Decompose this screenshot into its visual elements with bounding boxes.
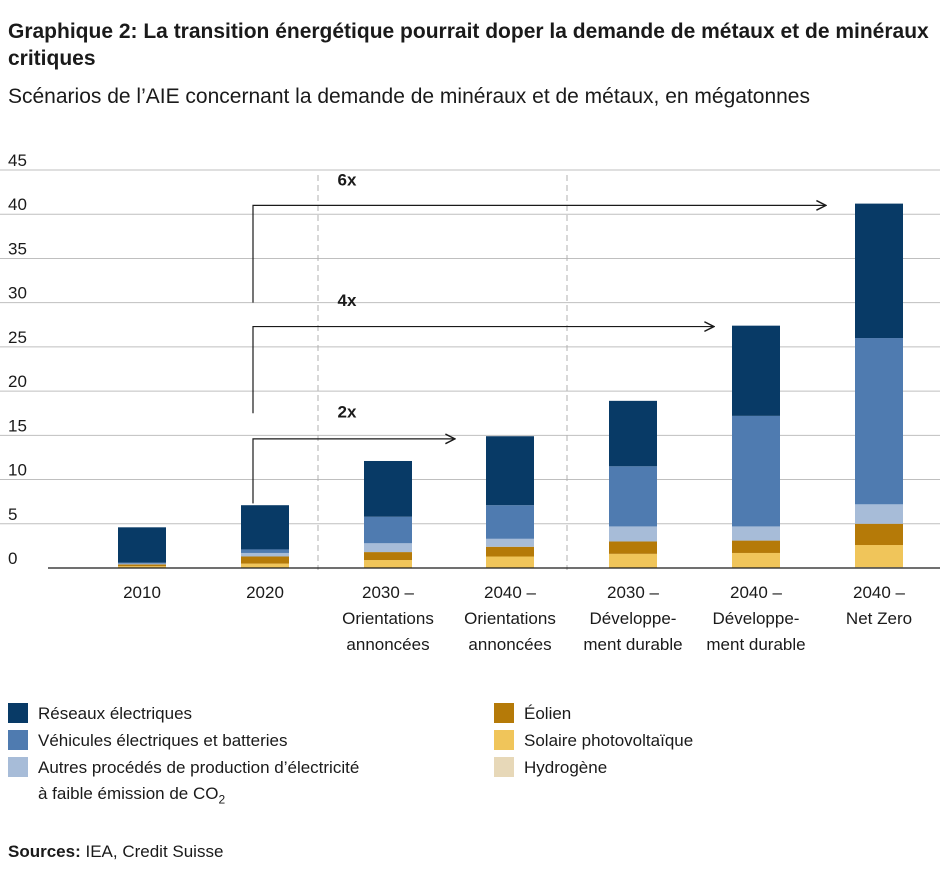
x-tick-label: annoncées [468,635,551,654]
chart-title: Graphique 2: La transition énergétique p… [8,20,929,70]
x-tick-label: ment durable [706,635,805,654]
y-tick-label: 20 [8,372,27,391]
bar-segment [486,546,534,557]
x-tick-label: 2020 [246,583,284,602]
bar-segment [364,543,412,553]
y-tick-label: 25 [8,328,27,347]
bar-segment [609,400,657,467]
growth-arrow [252,439,455,504]
legend-item-eolien: Éolien [494,701,571,727]
sources-text: IEA, Credit Suisse [80,842,224,861]
x-tick-label: Orientations [342,609,434,628]
bar-segment [855,523,903,546]
x-tick-label: Développe- [713,609,800,628]
bar-segment [118,564,166,567]
bar-segment [732,552,780,568]
bar-segment [241,505,289,550]
bar-segment [609,553,657,568]
x-tick-label: 2040 – [853,583,906,602]
y-tick-label: 40 [8,195,27,214]
bar-segment [486,505,534,539]
legend-label-reseaux: Réseaux électriques [38,704,193,723]
legend-item-vehicules: Véhicules électriques et batteries [8,728,287,754]
x-tick-label: 2040 – [730,583,783,602]
bar-segment [241,563,289,568]
y-tick-label: 5 [8,505,17,524]
bar-segment [855,338,903,505]
bar-segment [364,552,412,561]
bar-segment [732,325,780,416]
y-tick-label: 30 [8,284,27,303]
legend-label-solaire: Solaire photovoltaïque [524,731,694,750]
bar-segment [364,460,412,517]
bar-segment [486,436,534,506]
growth-arrow [252,327,714,414]
bar-segment [855,504,903,524]
legend-item-autres: Autres procédés de production d’électric… [8,755,359,812]
x-tick-label: 2030 – [362,583,415,602]
x-tick-label: 2010 [123,583,161,602]
bar-segment [855,203,903,339]
x-tick-label: 2030 – [607,583,660,602]
sources-label: Sources: [8,842,81,861]
legend-swatch-solaire [494,730,514,750]
legend-item-reseaux: Réseaux électriques [8,701,192,727]
bar-segment [609,541,657,554]
y-tick-label: 0 [8,549,17,568]
bar-segment [364,516,412,544]
legend-label-vehicules: Véhicules électriques et batteries [38,731,288,750]
legend-label-hydrogene: Hydrogène [524,758,608,777]
x-tick-label: annoncées [346,635,429,654]
growth-label: 6x [338,171,357,190]
bar-segment [118,527,166,563]
legend-swatch-autres [8,757,28,777]
growth-label: 2x [338,402,357,421]
x-tick-label: ment durable [583,635,682,654]
y-tick-label: 35 [8,239,27,258]
legend-swatch-eolien [494,703,514,723]
bar-segment [609,526,657,542]
bar-segment [118,566,166,568]
bar-segment [241,556,289,564]
chart-subtitle: Scénarios de l’AIE concernant la demande… [8,85,810,108]
bar-segment [486,556,534,568]
bar-segment [609,466,657,527]
legend-label-autres-line2: à faible émission de CO [38,784,219,803]
legend-label-autres-line1: Autres procédés de production d’électric… [38,758,360,777]
bar-segment [118,562,166,564]
bar-segment [241,552,289,557]
sources-note: Sources: IEA, Credit Suisse [8,842,223,862]
bar-segment [241,549,289,553]
legend-label-eolien: Éolien [524,704,572,723]
x-tick-label: Orientations [464,609,556,628]
bar-chart: 0 5 10 15 20 25 30 35 40 45 2010 2020 2030 – Orientat… [0,151,940,654]
bar-segment [855,545,903,568]
growth-arrow [252,205,826,303]
legend-swatch-hydrogene [494,757,514,777]
bar-segment [118,563,166,565]
legend-label-autres-subscript: 2 [218,792,226,807]
legend-swatch-reseaux [8,703,28,723]
x-tick-label: Développe- [590,609,677,628]
bar-segment [732,415,780,527]
legend-item-hydrogene: Hydrogène [494,755,607,781]
bar-segment [364,560,412,568]
x-tick-label: 2040 – [484,583,537,602]
legend-swatch-vehicules [8,730,28,750]
legend-label-autres: Autres procédés de production d’électric… [38,755,359,812]
growth-label: 4x [338,291,357,310]
x-tick-label: Net Zero [846,609,912,628]
y-tick-label: 45 [8,151,27,170]
legend-item-solaire: Solaire photovoltaïque [494,728,693,754]
bar-segment [732,526,780,541]
bar-segment [486,538,534,547]
y-tick-label: 10 [8,461,27,480]
y-tick-label: 15 [8,416,27,435]
bar-segment [732,540,780,553]
